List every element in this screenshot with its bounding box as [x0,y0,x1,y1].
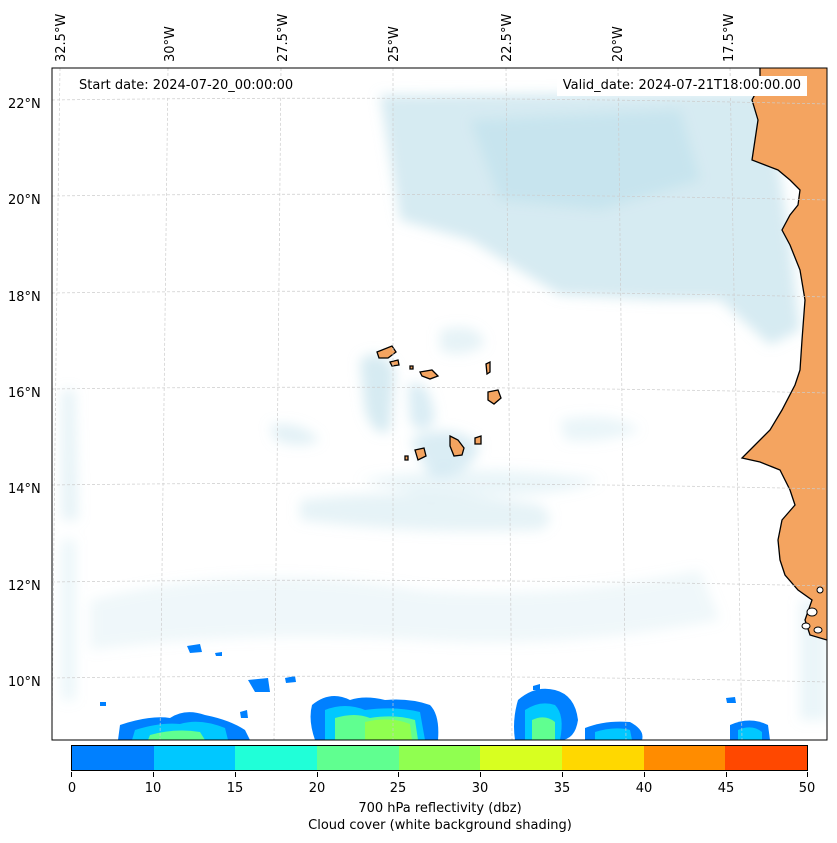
cloud-cover-layer [62,92,827,720]
colorbar-segment [398,746,481,770]
cape-verde-islands [376,345,502,461]
colorbar-segment [72,746,154,770]
colorbar-tick [726,772,727,777]
valid-date-label: Valid_date: 2024-07-21T18:00:00.00 [556,76,807,96]
colorbar-tick [235,772,236,777]
colorbar-subtitle: Cloud cover (white background shading) [308,818,572,833]
colorbar-tick-label: 0 [67,781,77,796]
colorbar-segment [480,746,563,770]
reflectivity-layer [100,644,770,740]
lat-label: 22°N [8,97,41,112]
lon-label: 22.5°W [500,13,515,62]
colorbar-segment [153,746,236,770]
lon-label: 20°W [611,26,626,62]
lon-label: 27.5°W [276,13,291,62]
lon-label: 17.5°W [722,13,737,62]
africa-land [742,68,827,640]
lon-label: 25°W [387,26,402,62]
colorbar-tick-label: 40 [635,781,653,796]
coastal-islands [801,586,824,634]
colorbar-tick-label: 35 [553,781,571,796]
colorbar-title: 700 hPa reflectivity (dbz) [358,801,522,816]
colorbar-tick [807,772,808,777]
colorbar-tick-label: 30 [471,781,489,796]
colorbar [71,745,808,771]
lat-label: 12°N [8,579,41,594]
colorbar-tick-label: 10 [144,781,162,796]
colorbar-tick-label: 20 [308,781,326,796]
colorbar-tick [71,772,72,777]
lat-label: 16°N [8,386,41,401]
colorbar-tick [153,772,154,777]
lon-label: 32.5°W [54,13,69,62]
colorbar-segment [725,746,808,770]
graticule [52,68,827,740]
coastline [740,68,827,641]
colorbar-tick-label: 45 [717,781,735,796]
start-date-label: Start date: 2024-07-20_00:00:00 [73,76,300,96]
colorbar-tick [644,772,645,777]
colorbar-tick [562,772,563,777]
lat-label: 20°N [8,193,41,208]
colorbar-tick-label: 15 [226,781,244,796]
map-frame [51,67,828,741]
colorbar-segment [317,746,399,770]
colorbar-tick-label: 25 [389,781,407,796]
colorbar-tick-label: 50 [798,781,816,796]
lat-label: 14°N [8,482,41,497]
colorbar-segment [562,746,644,770]
lat-label: 18°N [8,290,41,305]
colorbar-segment [643,746,726,770]
colorbar-tick [480,772,481,777]
lat-label: 10°N [8,675,41,690]
colorbar-tick [317,772,318,777]
colorbar-tick [398,772,399,777]
lon-label: 30°W [163,26,178,62]
colorbar-segment [235,746,318,770]
